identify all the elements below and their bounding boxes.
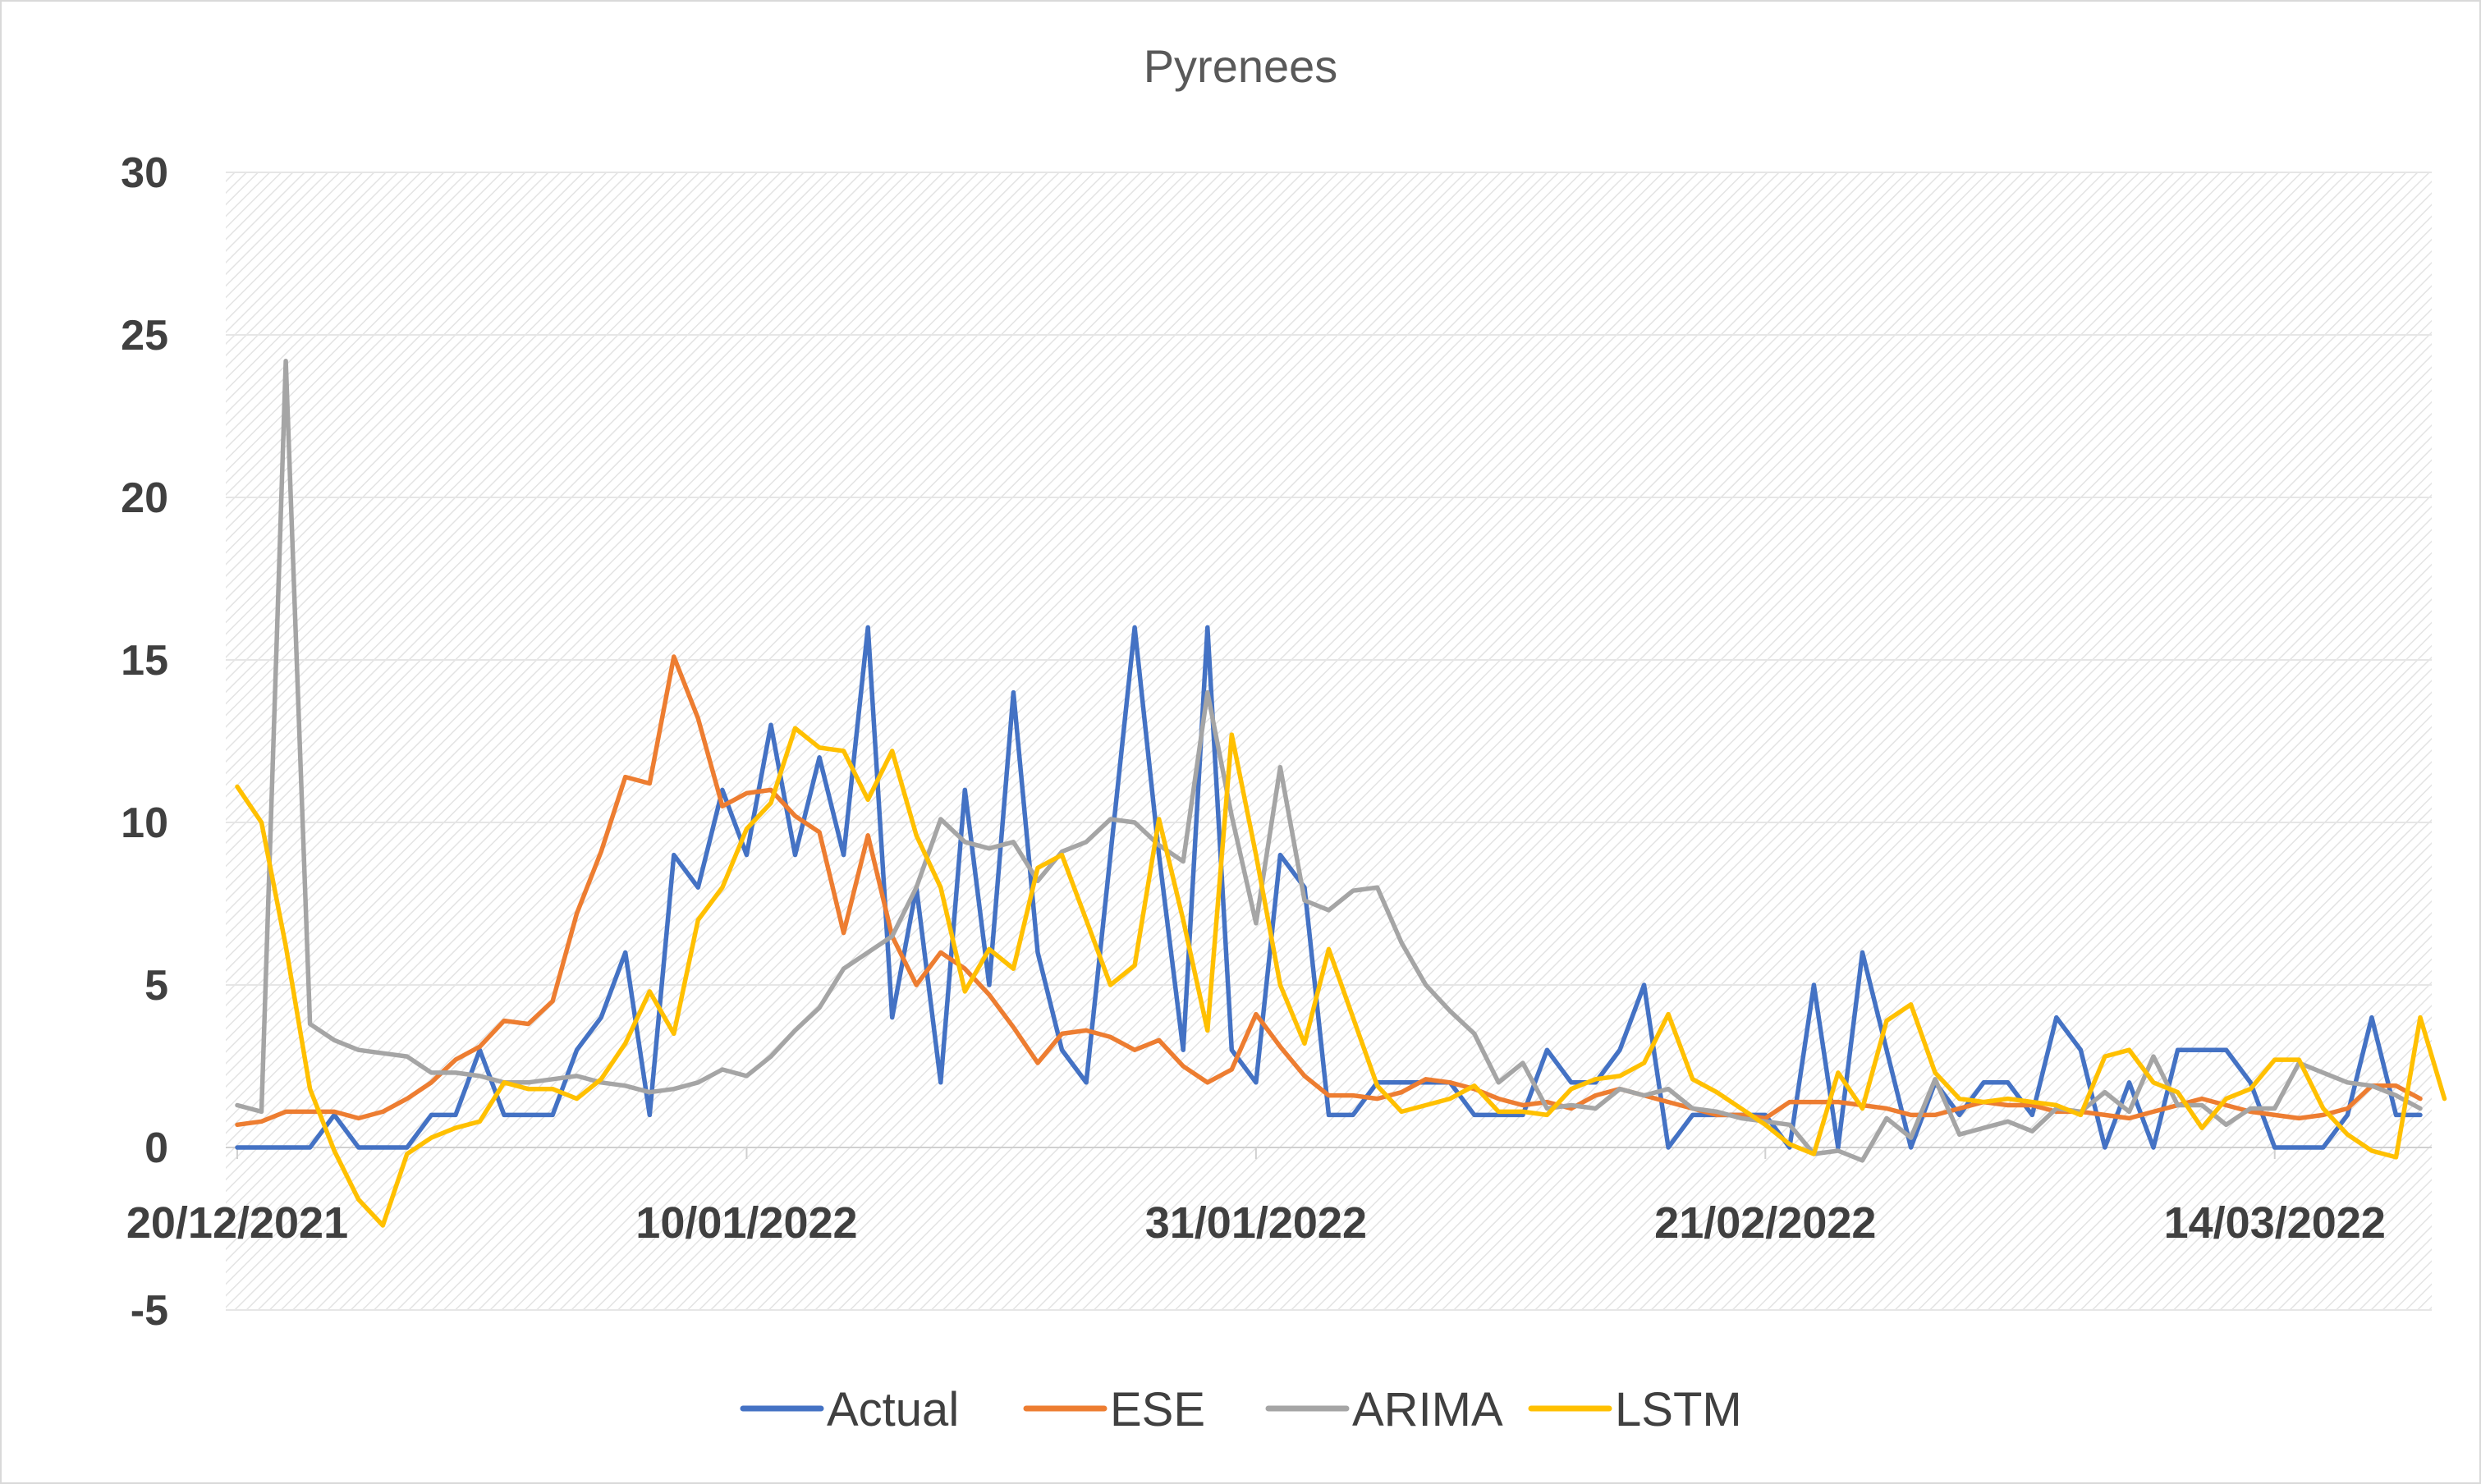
series-line-arima xyxy=(235,358,2423,1163)
x-axis: 20/12/2021 10/01/2022 31/01/2022 21/02/2022… xyxy=(126,1147,2386,1248)
y-tick-label: 15 xyxy=(121,637,168,685)
legend-item-ese: ESE xyxy=(1023,1383,1205,1436)
y-axis: -5 0 5 10 15 20 25 30 xyxy=(121,149,168,1335)
series-lines xyxy=(235,358,2447,1228)
series-line-actual xyxy=(235,625,2423,1150)
chart-title: Pyrenees xyxy=(1144,40,1338,92)
x-tick-label: 14/03/2022 xyxy=(2164,1198,2386,1248)
y-tick-label: 10 xyxy=(121,799,168,847)
series-line-ese xyxy=(235,654,2423,1128)
legend-label: LSTM xyxy=(1615,1383,1742,1436)
x-tick-label: 21/02/2022 xyxy=(1654,1198,1876,1248)
legend-item-arima: ARIMA xyxy=(1265,1383,1503,1436)
x-tick-label: 10/01/2022 xyxy=(635,1198,857,1248)
legend-item-actual: Actual xyxy=(740,1383,959,1436)
legend-label: ARIMA xyxy=(1352,1383,1503,1436)
y-tick-label: 0 xyxy=(144,1124,168,1172)
y-tick-label: 30 xyxy=(121,149,168,197)
y-tick-label: -5 xyxy=(131,1287,168,1335)
y-tick-label: 20 xyxy=(121,474,168,522)
legend-label: Actual xyxy=(827,1383,959,1436)
x-tick-label: 31/01/2022 xyxy=(1145,1198,1367,1248)
plot-area xyxy=(226,172,2432,1310)
x-tick-label: 20/12/2021 xyxy=(126,1198,348,1248)
legend-label: ESE xyxy=(1110,1383,1205,1436)
gridlines xyxy=(226,172,2432,1311)
legend-item-lstm: LSTM xyxy=(1528,1383,1742,1436)
legend: Actual ESE ARIMA LSTM xyxy=(740,1383,1742,1436)
y-tick-label: 25 xyxy=(121,312,168,360)
y-tick-label: 5 xyxy=(144,962,168,1010)
series-line-lstm xyxy=(235,726,2447,1228)
